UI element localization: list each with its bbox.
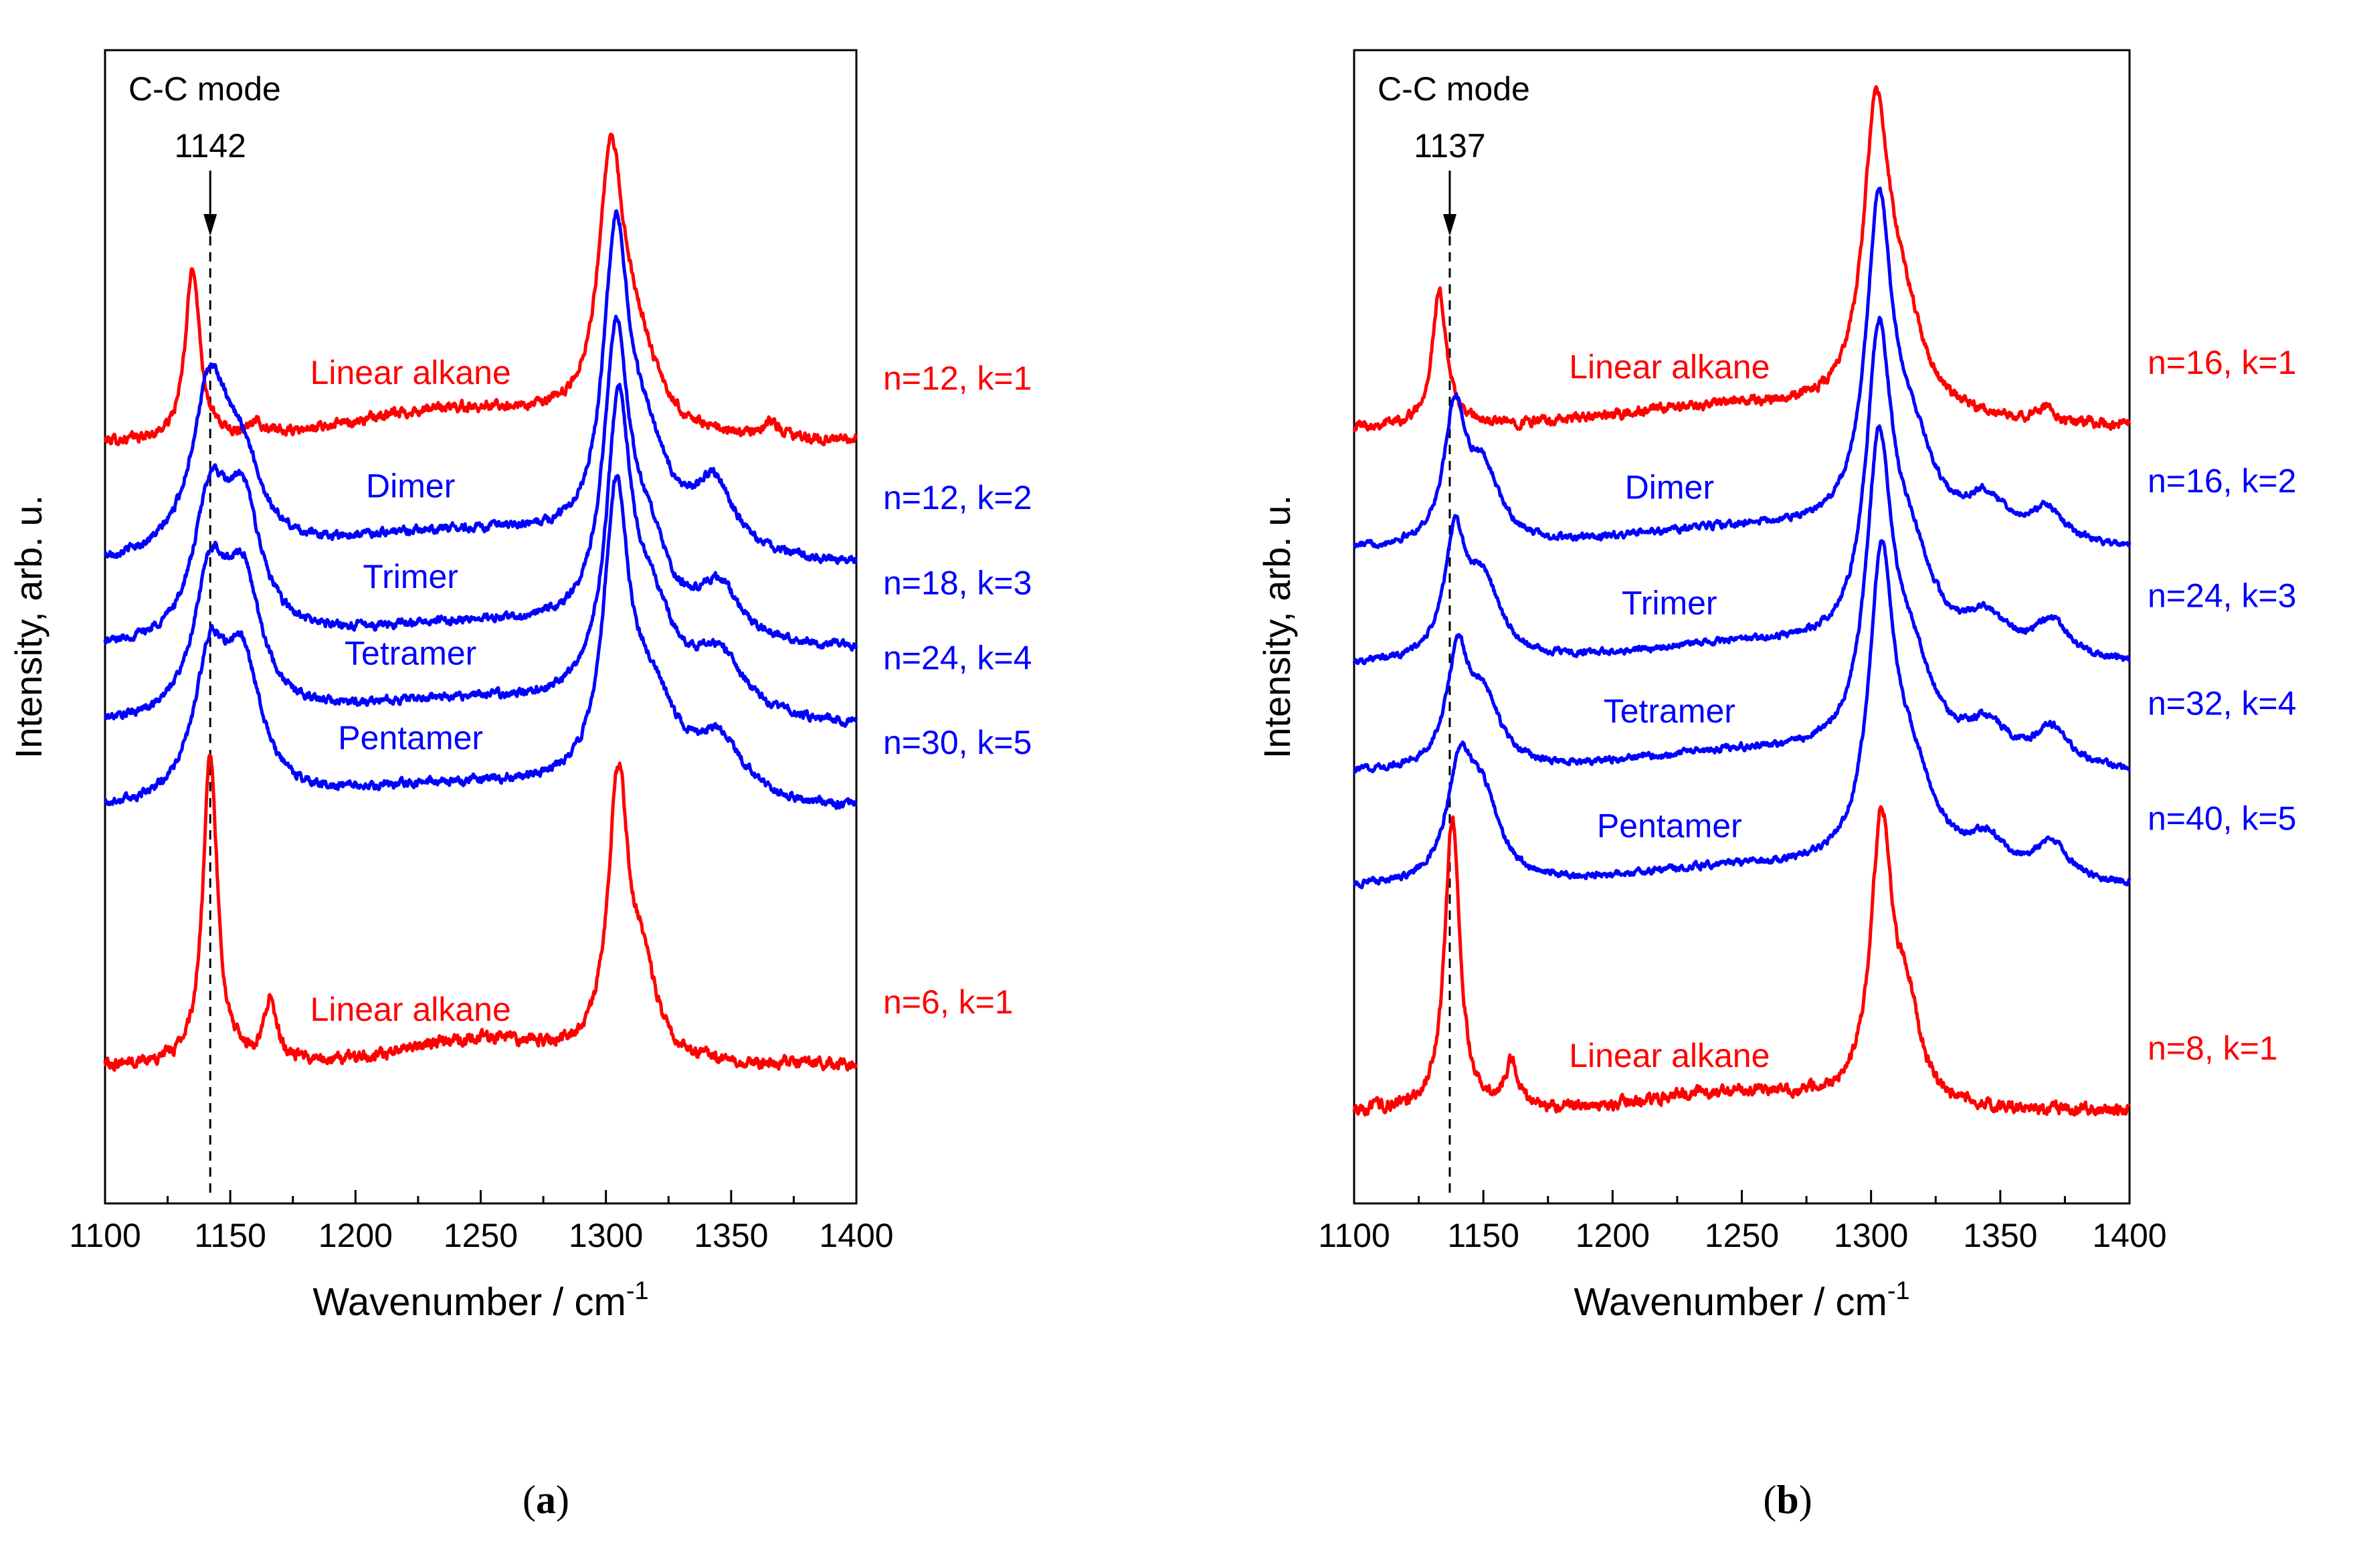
panel-a: 1100 1150 1200 1250 1300 1350 1400 Wavenumber /… — [7, 49, 1032, 1522]
panel-label-open-paren: ( — [1763, 1478, 1776, 1522]
spectrum-line — [103, 383, 858, 728]
series-label: n=16, k=2 — [2148, 462, 2296, 500]
x-tick-label: 1300 — [569, 1217, 643, 1254]
panel-b: 1100 1150 1200 1250 1300 1350 1400 Wavenumber /… — [1256, 49, 2296, 1522]
x-tick-label: 1350 — [1963, 1217, 2037, 1254]
x-axis-label: Wavenumber / cm-1 — [1574, 1277, 1909, 1324]
x-tick-label: 1100 — [1318, 1217, 1390, 1254]
x-axis-label-superscript: -1 — [626, 1277, 649, 1305]
x-tick-label: 1400 — [819, 1217, 893, 1254]
series-label: n=40, k=5 — [2148, 800, 2296, 838]
spectrum-line — [1352, 85, 2132, 432]
y-axis-label: Intensity, arb. u. — [1256, 495, 1298, 759]
panel-label-letter: b — [1776, 1478, 1798, 1522]
series-label: n=16, k=1 — [2148, 344, 2296, 381]
x-tick-label: 1100 — [69, 1217, 141, 1254]
series-name: Linear alkane — [310, 354, 511, 391]
series-name: Pentamer — [1597, 807, 1742, 844]
panel-label-letter: a — [536, 1478, 556, 1522]
x-tick-label: 1150 — [1447, 1217, 1519, 1254]
series-label: n=8, k=1 — [2148, 1030, 2278, 1067]
series-name: Dimer — [366, 467, 455, 504]
spectrum-line — [1353, 186, 2132, 549]
series-label: n=24, k=4 — [883, 640, 1032, 677]
x-axis-label-superscript: -1 — [1887, 1277, 1910, 1305]
series-name: Tetramer — [1604, 692, 1735, 730]
spectrum-line — [103, 753, 858, 1072]
x-axis-label-text: Wavenumber / cm — [1574, 1280, 1887, 1324]
spectrum-line — [103, 474, 858, 810]
series-name: Pentamer — [338, 719, 483, 757]
x-axis-label: Wavenumber / cm-1 — [312, 1277, 648, 1324]
series-label: n=12, k=2 — [883, 479, 1032, 516]
series-label: n=24, k=3 — [2148, 577, 2296, 615]
series-name: Linear alkane — [1569, 348, 1770, 385]
series-name: Linear alkane — [310, 991, 511, 1028]
series-name: Dimer — [1625, 469, 1714, 506]
x-tick-label: 1150 — [194, 1217, 266, 1254]
spectrum-line — [1352, 424, 2131, 774]
series-label: n=32, k=4 — [2148, 684, 2296, 722]
x-tick-label: 1250 — [1705, 1217, 1779, 1254]
annotation-value: 1137 — [1414, 127, 1486, 165]
series-name: Linear alkane — [1569, 1037, 1770, 1074]
x-axis-label-text: Wavenumber / cm — [312, 1280, 626, 1324]
annotation-title: C-C mode — [128, 70, 281, 108]
spectrum-line — [103, 209, 858, 565]
spectrum-line — [1352, 805, 2131, 1117]
x-tick-label: 1250 — [444, 1217, 518, 1254]
x-tick-label: 1200 — [1576, 1217, 1650, 1254]
annotation-arrow-head — [1442, 214, 1456, 236]
spectrum-line — [103, 314, 858, 652]
spectrum-line — [1353, 539, 2132, 890]
panel-label-open-paren: ( — [523, 1478, 536, 1522]
spectrum-line — [103, 132, 858, 447]
annotation-value: 1142 — [174, 127, 246, 165]
spectrum-line — [1352, 316, 2132, 666]
panel-label: (b) — [1763, 1478, 1812, 1522]
panel-label: (a) — [523, 1478, 569, 1522]
x-tick-label: 1400 — [2092, 1217, 2166, 1254]
panel-label-close-paren: ) — [556, 1478, 569, 1522]
x-tick-label: 1350 — [694, 1217, 768, 1254]
series-label: n=6, k=1 — [883, 983, 1014, 1021]
annotation-arrow-head — [203, 214, 217, 236]
x-tick-label: 1300 — [1834, 1217, 1908, 1254]
series-name: Trimer — [363, 558, 458, 595]
series-label: n=12, k=1 — [883, 359, 1032, 397]
x-tick-label: 1200 — [318, 1217, 393, 1254]
series-label: n=30, k=5 — [883, 724, 1032, 761]
panel-label-close-paren: ) — [1799, 1478, 1812, 1522]
annotation-title: C-C mode — [1378, 70, 1530, 108]
y-axis-label: Intensity, arb. u. — [7, 495, 50, 759]
series-label: n=18, k=3 — [883, 564, 1032, 601]
series-name: Trimer — [1622, 585, 1717, 622]
series-name: Tetramer — [345, 635, 476, 672]
